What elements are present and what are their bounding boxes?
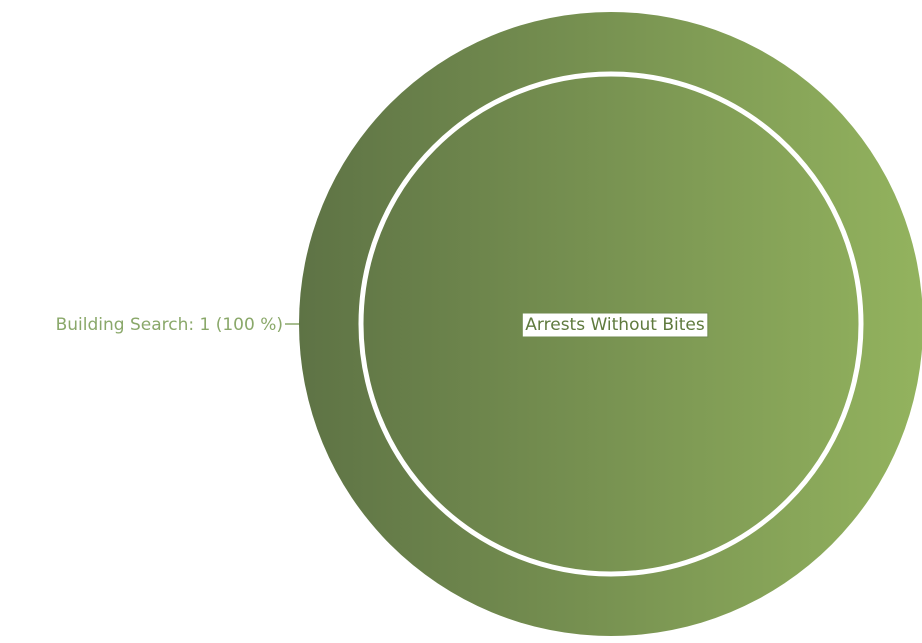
- slice-label: Building Search: 1 (100 %): [56, 315, 283, 335]
- center-label-box: [521, 312, 709, 338]
- inner-ring: [358, 71, 864, 577]
- center-label: Arrests Without Bites: [521, 312, 709, 338]
- center-label-text: Arrests Without Bites: [525, 315, 705, 335]
- label-layer: Building Search: 1 (100 %) Arrests Withou…: [56, 312, 709, 338]
